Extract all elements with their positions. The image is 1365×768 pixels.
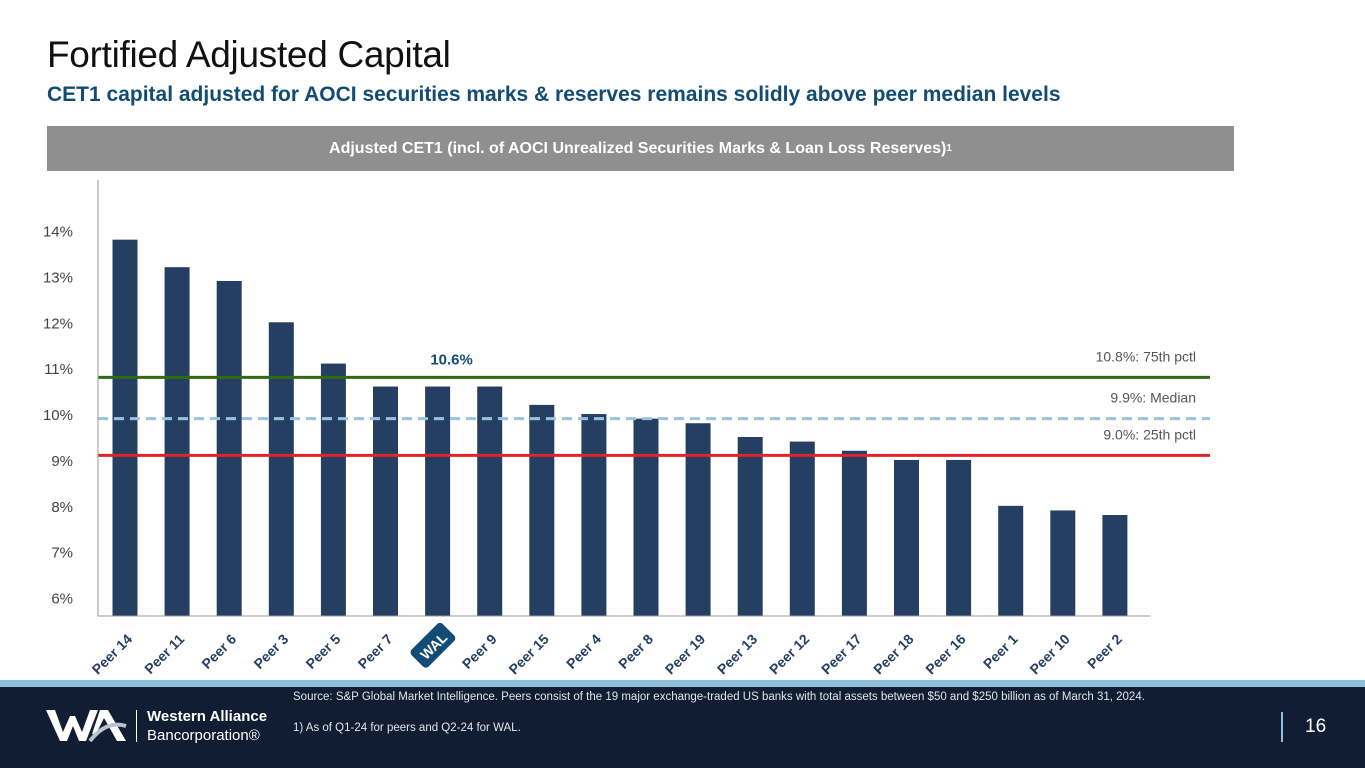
x-tick-label: Peer 15 <box>505 631 552 678</box>
footer-bar <box>0 687 1365 768</box>
footnote-marker: 1 <box>946 143 952 154</box>
bar-peer-5 <box>320 363 346 616</box>
bar-peer-11 <box>164 267 190 616</box>
y-tick-label: 9% <box>51 453 73 470</box>
brand-subname: Bancorporation® <box>147 727 260 744</box>
x-tick-label: Peer 4 <box>563 631 604 672</box>
y-tick-label: 11% <box>44 361 73 378</box>
y-tick-label: 7% <box>51 545 73 562</box>
bar-peer-6 <box>216 280 242 616</box>
x-tick-label: Peer 8 <box>615 631 656 672</box>
y-tick-label: 12% <box>43 315 73 332</box>
bar-peer-4 <box>581 414 607 616</box>
bar-peer-10 <box>1050 510 1076 616</box>
western-alliance-logo-icon <box>46 710 127 742</box>
bar-peer-14 <box>112 239 138 617</box>
x-tick-label: Peer 10 <box>1026 631 1073 678</box>
bar-peer-15 <box>529 404 555 616</box>
bar-peer-3 <box>268 322 294 616</box>
bar-peer-1 <box>998 505 1024 616</box>
bar-peer-13 <box>737 437 763 616</box>
chart-title: Adjusted CET1 (incl. of AOCI Unrealized … <box>329 139 947 157</box>
bar-peer-9 <box>477 386 503 616</box>
x-tick-label: Peer 7 <box>355 631 396 672</box>
x-tick-label: Peer 9 <box>459 631 500 672</box>
footnote: 1) As of Q1-24 for peers and Q2-24 for W… <box>293 722 521 734</box>
bar-peer-19 <box>685 423 711 616</box>
y-tick-label: 8% <box>51 499 73 516</box>
y-tick-label: 14% <box>43 223 73 240</box>
x-tick-label: Peer 6 <box>198 631 239 672</box>
y-tick-label: 6% <box>51 591 73 608</box>
y-tick-label: 10% <box>43 407 73 424</box>
page-number: 16 <box>1305 716 1327 737</box>
highlight-value-label: 10.6% <box>430 352 473 369</box>
x-tick-label: Peer 1 <box>980 631 1021 672</box>
page-number-divider <box>1281 712 1283 742</box>
brand-divider <box>136 710 137 742</box>
x-tick-label: Peer 5 <box>302 631 343 672</box>
y-tick-label: 13% <box>43 269 73 286</box>
x-tick-label: Peer 17 <box>818 631 865 678</box>
x-tick-label: Peer 3 <box>250 631 291 672</box>
ref-line-label: 9.9%: Median <box>1110 390 1196 406</box>
x-tick-label: Peer 14 <box>89 631 136 678</box>
chart-title-banner: Adjusted CET1 (incl. of AOCI Unrealized … <box>47 126 1234 171</box>
x-tick-label: Peer 12 <box>766 631 813 678</box>
bar-chart: 6% 7% 8% 9% 10% 11% 12% 13% 14% 10.6% 10.8%: 75t… <box>43 180 1210 678</box>
x-tick-label: Peer 11 <box>141 631 187 677</box>
source-note: Source: S&P Global Market Intelligence. … <box>293 691 1145 703</box>
bar-peer-8 <box>633 418 659 616</box>
page-title: Fortified Adjusted Capital <box>47 34 451 75</box>
page-subtitle: CET1 capital adjusted for AOCI securitie… <box>47 83 1061 106</box>
reference-lines: 10.8%: 75th pctl 9.9%: Median 9.0%: 25th p… <box>98 348 1210 457</box>
bar-peer-18 <box>894 459 919 616</box>
x-tick-label: Peer 2 <box>1084 631 1125 672</box>
x-tick-label: Peer 13 <box>714 631 761 678</box>
footer-accent-strip <box>0 680 1365 687</box>
ref-line-label: 9.0%: 25th pctl <box>1103 426 1196 442</box>
bar-peer-2 <box>1102 515 1128 616</box>
x-label-highlight: WAL <box>410 622 456 668</box>
x-tick-label: Peer 16 <box>922 631 969 678</box>
bars: 10.6% <box>112 239 1128 617</box>
ref-line-label: 10.8%: 75th pctl <box>1096 348 1196 364</box>
x-tick-label: Peer 19 <box>662 631 709 678</box>
x-tick-label: Peer 18 <box>870 631 917 678</box>
highlight-badge <box>410 622 456 668</box>
x-axis-labels: Peer 14 Peer 11 Peer 6 Peer 3 Peer 5 Peer 7 WA… <box>89 622 1125 678</box>
bar-peer-16 <box>946 459 972 616</box>
bar-peer-17 <box>841 450 867 616</box>
y-axis-ticks: 6% 7% 8% 9% 10% 11% 12% 13% 14% <box>43 223 73 607</box>
bar-wal <box>425 386 451 616</box>
bar-peer-12 <box>789 441 815 616</box>
brand-name: Western Alliance <box>147 708 268 725</box>
bar-peer-7 <box>373 386 398 616</box>
